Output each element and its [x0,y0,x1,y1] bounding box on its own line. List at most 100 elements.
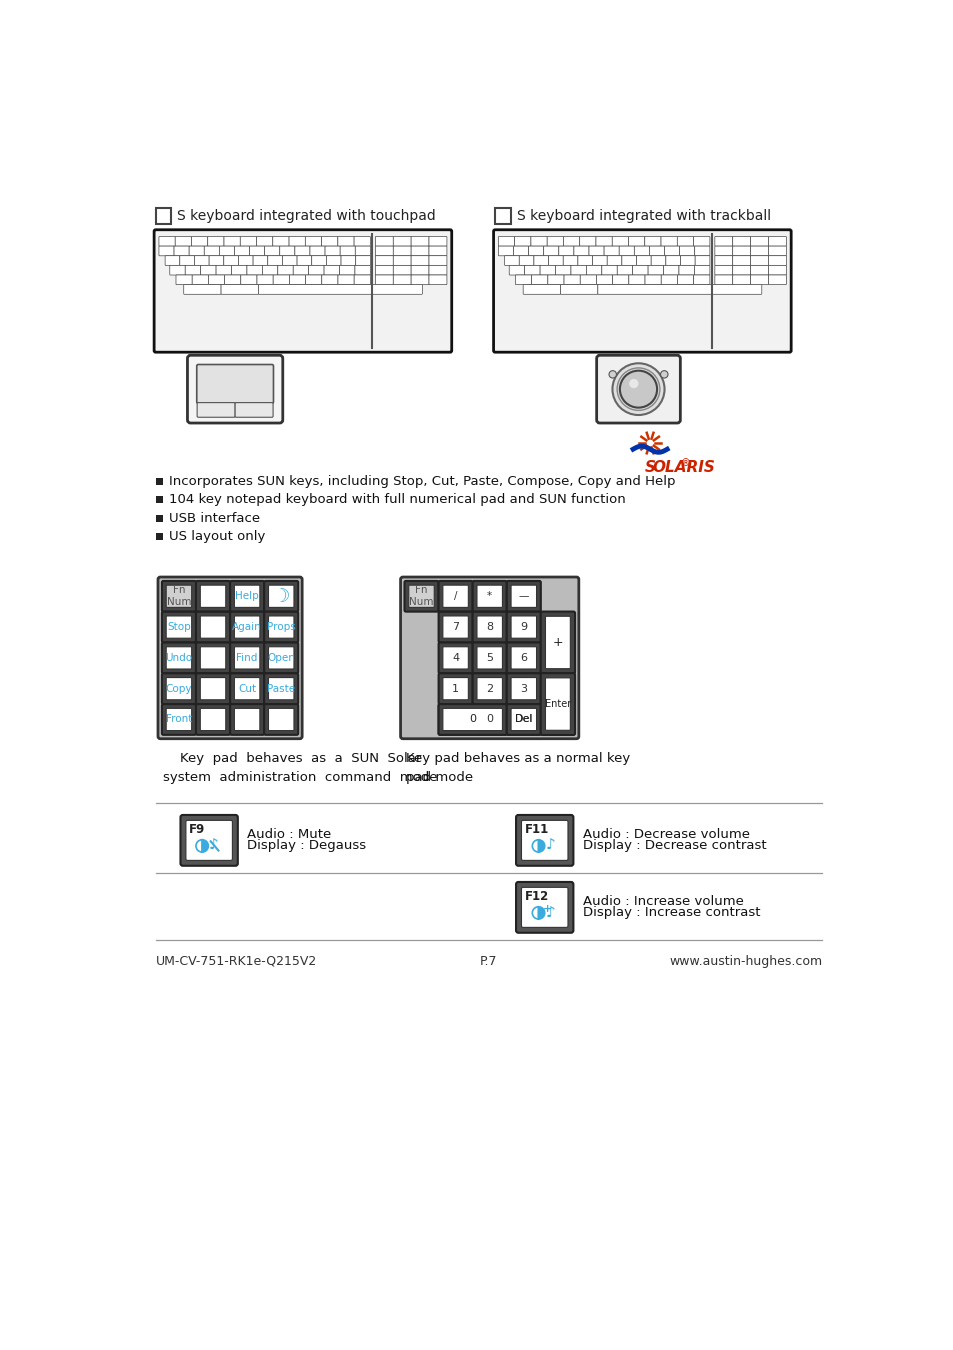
FancyBboxPatch shape [429,275,446,285]
FancyBboxPatch shape [547,236,563,246]
FancyBboxPatch shape [767,255,785,266]
FancyBboxPatch shape [247,266,262,275]
FancyBboxPatch shape [628,275,644,285]
FancyBboxPatch shape [200,678,226,699]
Text: ☽: ☽ [273,587,290,606]
FancyBboxPatch shape [250,246,264,255]
FancyBboxPatch shape [162,705,195,734]
FancyBboxPatch shape [411,255,429,266]
FancyBboxPatch shape [268,709,294,730]
FancyBboxPatch shape [636,255,651,266]
FancyBboxPatch shape [540,674,575,734]
FancyBboxPatch shape [476,709,502,730]
FancyBboxPatch shape [393,275,411,285]
FancyBboxPatch shape [472,612,506,643]
FancyBboxPatch shape [442,616,468,639]
FancyBboxPatch shape [268,647,294,670]
FancyBboxPatch shape [767,275,785,285]
FancyBboxPatch shape [472,580,506,612]
Text: Undo: Undo [165,653,193,663]
FancyBboxPatch shape [531,236,547,246]
FancyBboxPatch shape [548,255,562,266]
FancyBboxPatch shape [296,255,312,266]
Text: Find: Find [236,653,257,663]
FancyBboxPatch shape [154,230,452,352]
FancyBboxPatch shape [411,246,429,255]
FancyBboxPatch shape [750,266,768,275]
FancyBboxPatch shape [679,246,694,255]
FancyBboxPatch shape [562,255,578,266]
Text: 2: 2 [486,683,493,694]
FancyBboxPatch shape [264,580,298,612]
FancyBboxPatch shape [337,236,354,246]
FancyBboxPatch shape [289,275,305,285]
FancyBboxPatch shape [166,616,192,639]
FancyBboxPatch shape [309,266,324,275]
FancyBboxPatch shape [159,246,174,255]
Bar [155,533,162,540]
FancyBboxPatch shape [617,266,632,275]
Text: Incorporates SUN keys, including Stop, Cut, Paste, Compose, Copy and Help: Incorporates SUN keys, including Stop, C… [169,475,675,487]
FancyBboxPatch shape [224,275,240,285]
FancyBboxPatch shape [310,246,325,255]
Circle shape [617,369,659,410]
Text: 0: 0 [469,714,476,725]
FancyBboxPatch shape [196,364,274,404]
FancyBboxPatch shape [651,255,665,266]
FancyBboxPatch shape [240,275,256,285]
FancyBboxPatch shape [438,612,472,643]
FancyBboxPatch shape [476,616,502,639]
FancyBboxPatch shape [268,616,294,639]
FancyBboxPatch shape [506,612,540,643]
FancyBboxPatch shape [393,255,411,266]
FancyBboxPatch shape [411,275,429,285]
Text: Key pad behaves as a normal key
pad mode: Key pad behaves as a normal key pad mode [406,752,630,784]
FancyBboxPatch shape [539,266,555,275]
FancyBboxPatch shape [321,275,337,285]
FancyBboxPatch shape [649,246,664,255]
FancyBboxPatch shape [504,255,518,266]
Text: ♪: ♪ [545,838,555,853]
FancyBboxPatch shape [632,266,647,275]
FancyBboxPatch shape [598,285,761,294]
FancyBboxPatch shape [612,236,628,246]
FancyBboxPatch shape [232,266,247,275]
FancyBboxPatch shape [411,266,429,275]
Bar [155,514,162,521]
FancyBboxPatch shape [411,236,429,246]
FancyBboxPatch shape [543,246,558,255]
FancyBboxPatch shape [570,266,586,275]
FancyBboxPatch shape [592,255,607,266]
FancyBboxPatch shape [621,255,636,266]
FancyBboxPatch shape [282,255,296,266]
FancyBboxPatch shape [268,678,294,699]
FancyBboxPatch shape [375,236,393,246]
FancyBboxPatch shape [404,580,438,612]
FancyBboxPatch shape [750,246,768,255]
Text: Display : Decrease contrast: Display : Decrease contrast [582,840,765,852]
FancyBboxPatch shape [606,255,621,266]
Text: F12: F12 [524,891,548,903]
Text: Fn
Num: Fn Num [409,585,434,608]
FancyBboxPatch shape [511,616,536,639]
FancyBboxPatch shape [618,246,634,255]
Text: UM-CV-751-RK1e-Q215V2: UM-CV-751-RK1e-Q215V2 [155,954,316,968]
FancyBboxPatch shape [277,266,293,275]
Text: Key  pad  behaves  as  a  SUN  Solar
system  administration  command  mode: Key pad behaves as a SUN Solar system ad… [163,752,437,784]
FancyBboxPatch shape [200,585,226,608]
FancyBboxPatch shape [558,246,574,255]
FancyBboxPatch shape [493,230,790,352]
FancyBboxPatch shape [522,285,560,294]
FancyBboxPatch shape [294,246,310,255]
FancyBboxPatch shape [644,236,660,246]
FancyBboxPatch shape [234,585,259,608]
FancyBboxPatch shape [545,678,570,730]
FancyBboxPatch shape [393,246,411,255]
FancyBboxPatch shape [767,246,785,255]
FancyBboxPatch shape [429,236,446,246]
FancyBboxPatch shape [209,255,224,266]
FancyBboxPatch shape [195,612,230,643]
FancyBboxPatch shape [429,255,446,266]
Wedge shape [537,907,544,919]
FancyBboxPatch shape [663,266,679,275]
